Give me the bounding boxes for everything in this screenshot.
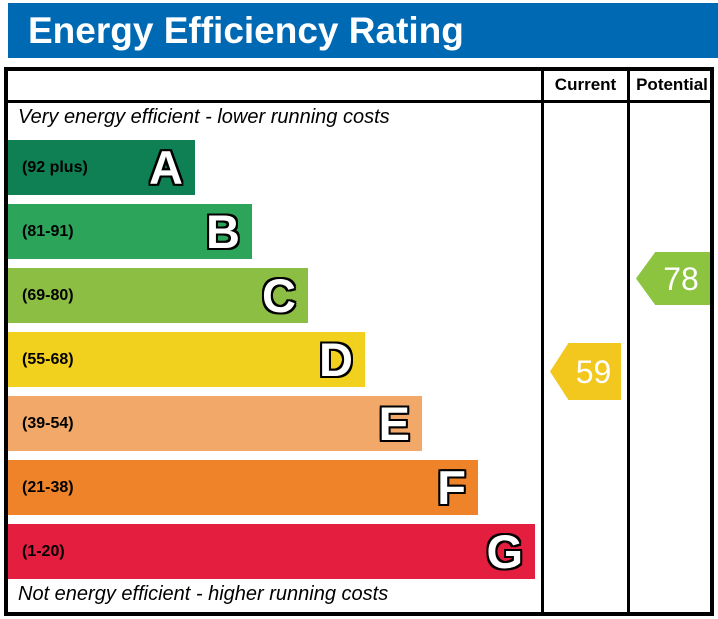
column-divider-potential <box>627 67 630 616</box>
band-e: (39-54) E <box>8 396 422 451</box>
current-rating-value: 59 <box>575 353 612 390</box>
band-f: (21-38) F <box>8 460 478 515</box>
band-range-label: (55-68) <box>22 350 74 368</box>
column-header-current: Current <box>554 75 617 94</box>
band-range-label: (92 plus) <box>22 158 88 176</box>
band-range-label: (21-38) <box>22 478 74 496</box>
band-c: (69-80) C <box>8 268 308 323</box>
column-header-potential: Potential <box>636 75 708 94</box>
band-b: (81-91) B <box>8 204 252 259</box>
caption-not-efficient: Not energy efficient - higher running co… <box>18 583 389 605</box>
band-letter: A <box>149 141 183 194</box>
header-underline <box>4 100 714 103</box>
title-bar: Energy Efficiency Rating <box>8 3 718 58</box>
band-letter: G <box>486 525 523 578</box>
page-title: Energy Efficiency Rating <box>28 9 464 51</box>
band-letter: B <box>206 205 240 258</box>
band-range-label: (39-54) <box>22 414 74 432</box>
band-d: (55-68) D <box>8 332 365 387</box>
band-range-label: (69-80) <box>22 286 74 304</box>
caption-very-efficient: Very energy efficient - lower running co… <box>18 106 390 128</box>
band-g: (1-20) G <box>8 524 535 579</box>
band-letter: F <box>437 461 466 514</box>
band-letter: D <box>319 333 353 386</box>
band-range-label: (1-20) <box>22 542 65 560</box>
band-range-label: (81-91) <box>22 222 74 240</box>
column-divider-current <box>541 67 544 616</box>
band-a: (92 plus) A <box>8 140 195 195</box>
band-letter: C <box>262 269 296 322</box>
potential-rating-value: 78 <box>663 260 699 297</box>
band-letter: E <box>378 397 410 450</box>
